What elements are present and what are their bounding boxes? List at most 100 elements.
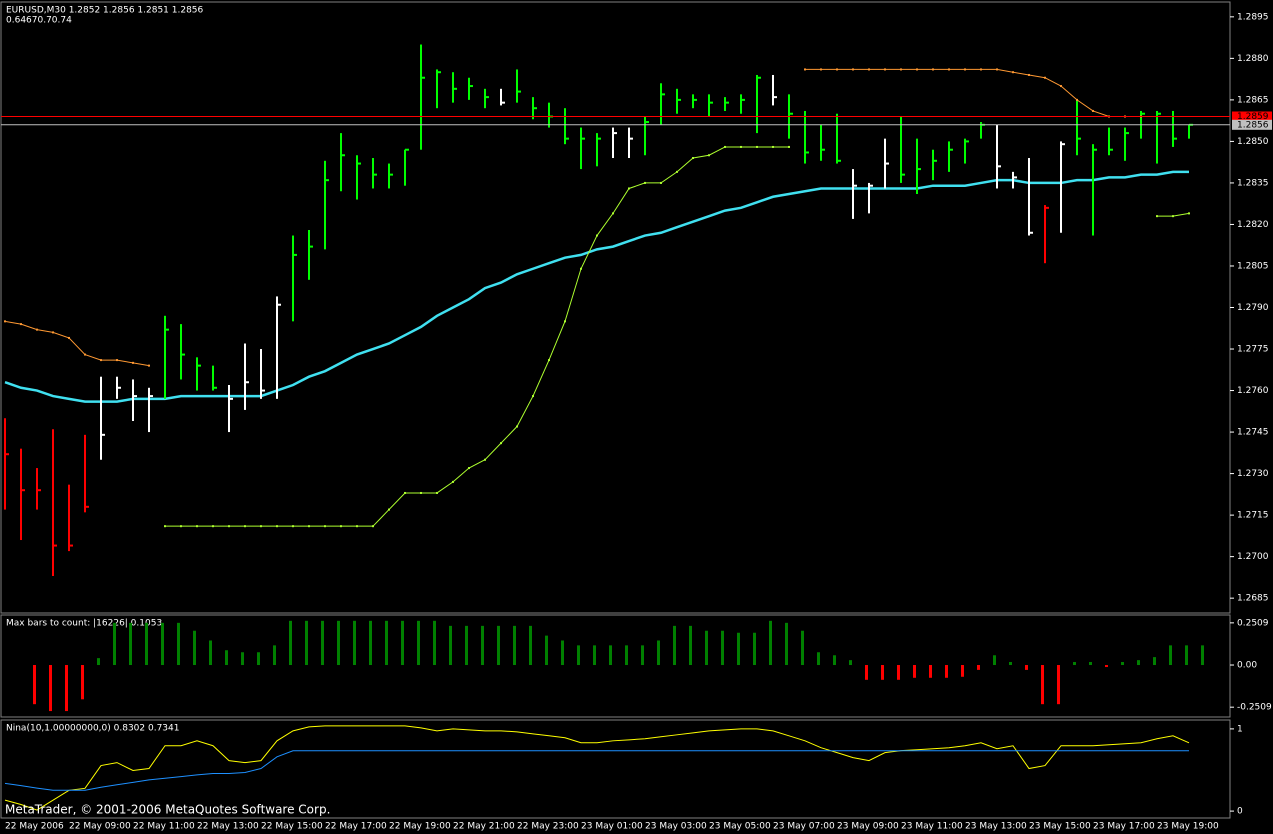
histogram-bar: [561, 640, 564, 666]
sar-dot: [436, 491, 438, 494]
sar-dot: [548, 359, 550, 362]
sar-dot: [932, 68, 934, 71]
sar-dot: [788, 145, 790, 148]
sar-dot: [372, 525, 374, 528]
histogram-bar: [913, 665, 916, 678]
y-tick-label: 1.2700: [1237, 552, 1269, 562]
histogram-bar: [1073, 661, 1076, 666]
y-tick-label: 1.2730: [1237, 469, 1269, 479]
sar-dot: [724, 145, 726, 148]
line: [4, 750, 1189, 791]
histogram-bar: [929, 665, 932, 678]
y-tick-label: -0.2509: [1237, 703, 1272, 713]
histogram-bar: [321, 620, 324, 666]
histogram-bar: [161, 622, 164, 666]
sar-dot: [116, 359, 118, 362]
x-tick-label: 22 May 21:00: [453, 822, 515, 832]
histogram-bar: [225, 650, 228, 666]
sar-dot: [804, 68, 806, 71]
sar-dot: [260, 525, 262, 528]
line: [4, 170, 1189, 403]
histogram-bar: [353, 620, 356, 666]
sar-dot: [100, 359, 102, 362]
sar-dot: [964, 68, 966, 71]
histogram-bar: [1025, 665, 1028, 670]
sar-dot: [484, 458, 486, 461]
sar-dot: [756, 145, 758, 148]
y-tick-label: 1.2745: [1237, 428, 1269, 438]
histogram-bar: [817, 652, 820, 666]
sar-dot: [308, 525, 310, 528]
histogram-bar: [209, 640, 212, 666]
sar-dot: [532, 395, 534, 398]
x-tick-label: 23 May 03:00: [645, 822, 707, 832]
histogram-bar: [97, 658, 100, 666]
histogram-bar: [1089, 661, 1092, 666]
sar-dot: [164, 525, 166, 528]
x-tick-label: 23 May 11:00: [901, 822, 963, 832]
x-tick-label: 23 May 19:00: [1157, 822, 1219, 832]
y-tick-label: 1.2790: [1237, 303, 1269, 313]
sar-dot: [420, 491, 422, 494]
histogram-bar: [721, 630, 724, 666]
x-tick-label: 23 May 17:00: [1093, 822, 1155, 832]
histogram-bar: [129, 622, 132, 666]
sar-dot: [132, 361, 134, 364]
histogram-bar: [1057, 665, 1060, 705]
sar-dot: [660, 181, 662, 184]
histogram-bar: [193, 630, 196, 666]
histogram-bar: [337, 620, 340, 666]
histogram-bar: [401, 620, 404, 666]
histogram-bar: [673, 625, 676, 666]
sar-dot: [404, 491, 406, 494]
sar-dot: [340, 525, 342, 528]
histogram-bar: [145, 622, 148, 666]
panel-subtitle: 0.64670.70.74: [6, 16, 72, 26]
sar-dot: [1012, 71, 1014, 74]
sar-dot: [836, 68, 838, 71]
histogram-bar: [977, 665, 980, 670]
sar-dot: [84, 353, 86, 356]
y-tick-label: 1: [1237, 724, 1243, 734]
sar-dot: [868, 68, 870, 71]
histogram-bar: [1121, 661, 1124, 666]
sar-dot: [1156, 215, 1158, 218]
footer: MetaTrader, © 2001-2006 MetaQuotes Softw…: [5, 803, 330, 817]
histogram-bar: [289, 620, 292, 666]
indicator-panel-frame: [0, 614, 1231, 718]
sar-dot: [852, 68, 854, 71]
histogram-bar: [833, 655, 836, 666]
histogram-bar: [433, 620, 436, 666]
y-tick-label: 1.2895: [1237, 12, 1269, 22]
histogram-bar: [993, 655, 996, 666]
histogram-bar: [177, 622, 180, 666]
sar-dot: [324, 525, 326, 528]
histogram-bar: [1041, 665, 1044, 705]
x-tick-label: 23 May 13:00: [965, 822, 1027, 832]
sar-dot: [196, 525, 198, 528]
histogram-bar: [881, 665, 884, 680]
histogram-bar: [481, 625, 484, 666]
x-tick-label: 23 May 01:00: [581, 822, 643, 832]
sar-dot: [52, 331, 54, 334]
x-tick-label: 23 May 05:00: [709, 822, 771, 832]
x-tick-label: 22 May 15:00: [261, 822, 323, 832]
histogram-bar: [1009, 661, 1012, 666]
sar-dot: [820, 68, 822, 71]
sar-dot: [628, 187, 630, 190]
sar-dot: [36, 328, 38, 331]
price-label: 1.2856: [1237, 120, 1269, 130]
y-tick-label: 1.2760: [1237, 386, 1269, 396]
histogram-bar: [961, 665, 964, 677]
y-tick-label: 1.2685: [1237, 594, 1269, 604]
nina-panel-frame: [0, 719, 1231, 819]
histogram-bar: [705, 630, 708, 666]
histogram-bar: [513, 625, 516, 666]
histogram-bar: [641, 645, 644, 666]
histogram-bar: [1169, 645, 1172, 666]
sar-dot: [500, 442, 502, 445]
histogram-bar: [113, 622, 116, 666]
x-tick-label: 22 May 09:00: [69, 822, 131, 832]
